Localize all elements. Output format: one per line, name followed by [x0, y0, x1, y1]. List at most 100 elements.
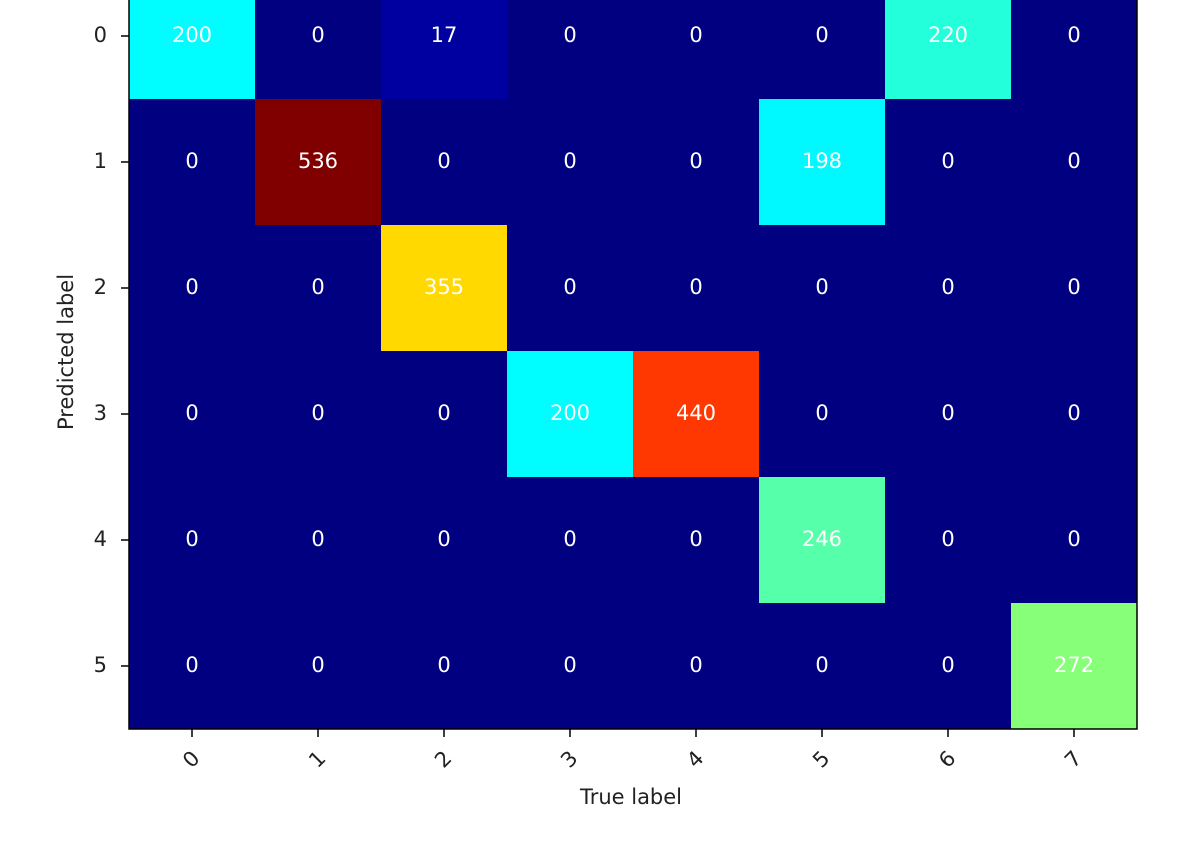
cell [381, 225, 507, 351]
cell-label: 0 [689, 23, 702, 47]
cell [507, 477, 633, 603]
cell-label: 0 [815, 401, 828, 425]
cell-label: 0 [941, 527, 954, 551]
cell [633, 351, 759, 477]
cell-label: 0 [185, 527, 198, 551]
cell-label: 0 [1067, 149, 1080, 173]
cell [885, 99, 1011, 225]
cell-label: 0 [941, 653, 954, 677]
y-tick-label: 2 [94, 275, 107, 299]
cell [381, 603, 507, 729]
cell-label: 0 [941, 275, 954, 299]
cell-label: 0 [941, 149, 954, 173]
cell [381, 99, 507, 225]
cell [129, 351, 255, 477]
cell-label: 17 [431, 23, 458, 47]
cell [507, 0, 633, 99]
cell-label: 0 [437, 149, 450, 173]
x-tick-label: 7 [1060, 746, 1086, 772]
cell [381, 351, 507, 477]
x-tick-label: 4 [682, 746, 708, 772]
cell-label: 272 [1054, 653, 1094, 677]
cell [633, 225, 759, 351]
cell [759, 603, 885, 729]
cell [381, 477, 507, 603]
cell-label: 0 [815, 275, 828, 299]
cell-label: 0 [689, 275, 702, 299]
cell-label: 0 [563, 149, 576, 173]
cell [381, 0, 507, 99]
y-tick-label: 0 [94, 23, 107, 47]
cell [129, 477, 255, 603]
cell [507, 603, 633, 729]
cell-label: 198 [802, 149, 842, 173]
cell [507, 225, 633, 351]
cell-label: 0 [689, 653, 702, 677]
cell-label: 0 [185, 275, 198, 299]
cell [255, 225, 381, 351]
cell [759, 0, 885, 99]
cell-label: 0 [563, 275, 576, 299]
cell-label: 0 [1067, 401, 1080, 425]
cell [885, 477, 1011, 603]
cell-label: 0 [815, 23, 828, 47]
cell [885, 603, 1011, 729]
cell-label: 0 [815, 653, 828, 677]
cell [759, 477, 885, 603]
x-tick-label: 3 [556, 746, 582, 772]
plot-frame [128, 0, 1138, 730]
x-tick-label: 2 [430, 746, 456, 772]
cell [507, 351, 633, 477]
cell [1011, 351, 1137, 477]
cell-label: 200 [550, 401, 590, 425]
cell-label: 0 [437, 401, 450, 425]
x-axis-label: True label [579, 785, 682, 809]
cell [633, 603, 759, 729]
cell-label: 0 [1067, 23, 1080, 47]
cell-label: 0 [311, 653, 324, 677]
cell [885, 0, 1011, 99]
cell [759, 99, 885, 225]
cell-label: 0 [437, 653, 450, 677]
cell [129, 225, 255, 351]
y-tick-label: 3 [94, 401, 107, 425]
cell [1011, 477, 1137, 603]
cell-label: 246 [802, 527, 842, 551]
cell [1011, 603, 1137, 729]
cell-label: 440 [676, 401, 716, 425]
x-tick-label: 0 [178, 746, 204, 772]
cell-label: 0 [563, 653, 576, 677]
cell [885, 225, 1011, 351]
cell [885, 351, 1011, 477]
cell-label: 0 [1067, 275, 1080, 299]
cell-label: 0 [185, 149, 198, 173]
cell-label: 355 [424, 275, 464, 299]
cell-label: 200 [172, 23, 212, 47]
cell [255, 477, 381, 603]
cell [759, 351, 885, 477]
cell [255, 351, 381, 477]
y-tick-label: 4 [94, 527, 107, 551]
cell-label: 0 [563, 527, 576, 551]
cell [255, 99, 381, 225]
cell [1011, 225, 1137, 351]
cell [1011, 99, 1137, 225]
cell-label: 536 [298, 149, 338, 173]
cell-label: 0 [311, 23, 324, 47]
cell-label: 220 [928, 23, 968, 47]
x-tick-label: 5 [808, 746, 834, 772]
cell-label: 0 [689, 527, 702, 551]
cell [255, 0, 381, 99]
cell [633, 99, 759, 225]
x-tick-label: 6 [934, 746, 960, 772]
cell [507, 99, 633, 225]
cell [1011, 0, 1137, 99]
cell [129, 0, 255, 99]
cell-label: 0 [311, 275, 324, 299]
cell-label: 0 [311, 527, 324, 551]
cell-label: 0 [185, 401, 198, 425]
y-axis-label: Predicted label [54, 274, 78, 430]
cell-label: 0 [941, 401, 954, 425]
cell [129, 99, 255, 225]
